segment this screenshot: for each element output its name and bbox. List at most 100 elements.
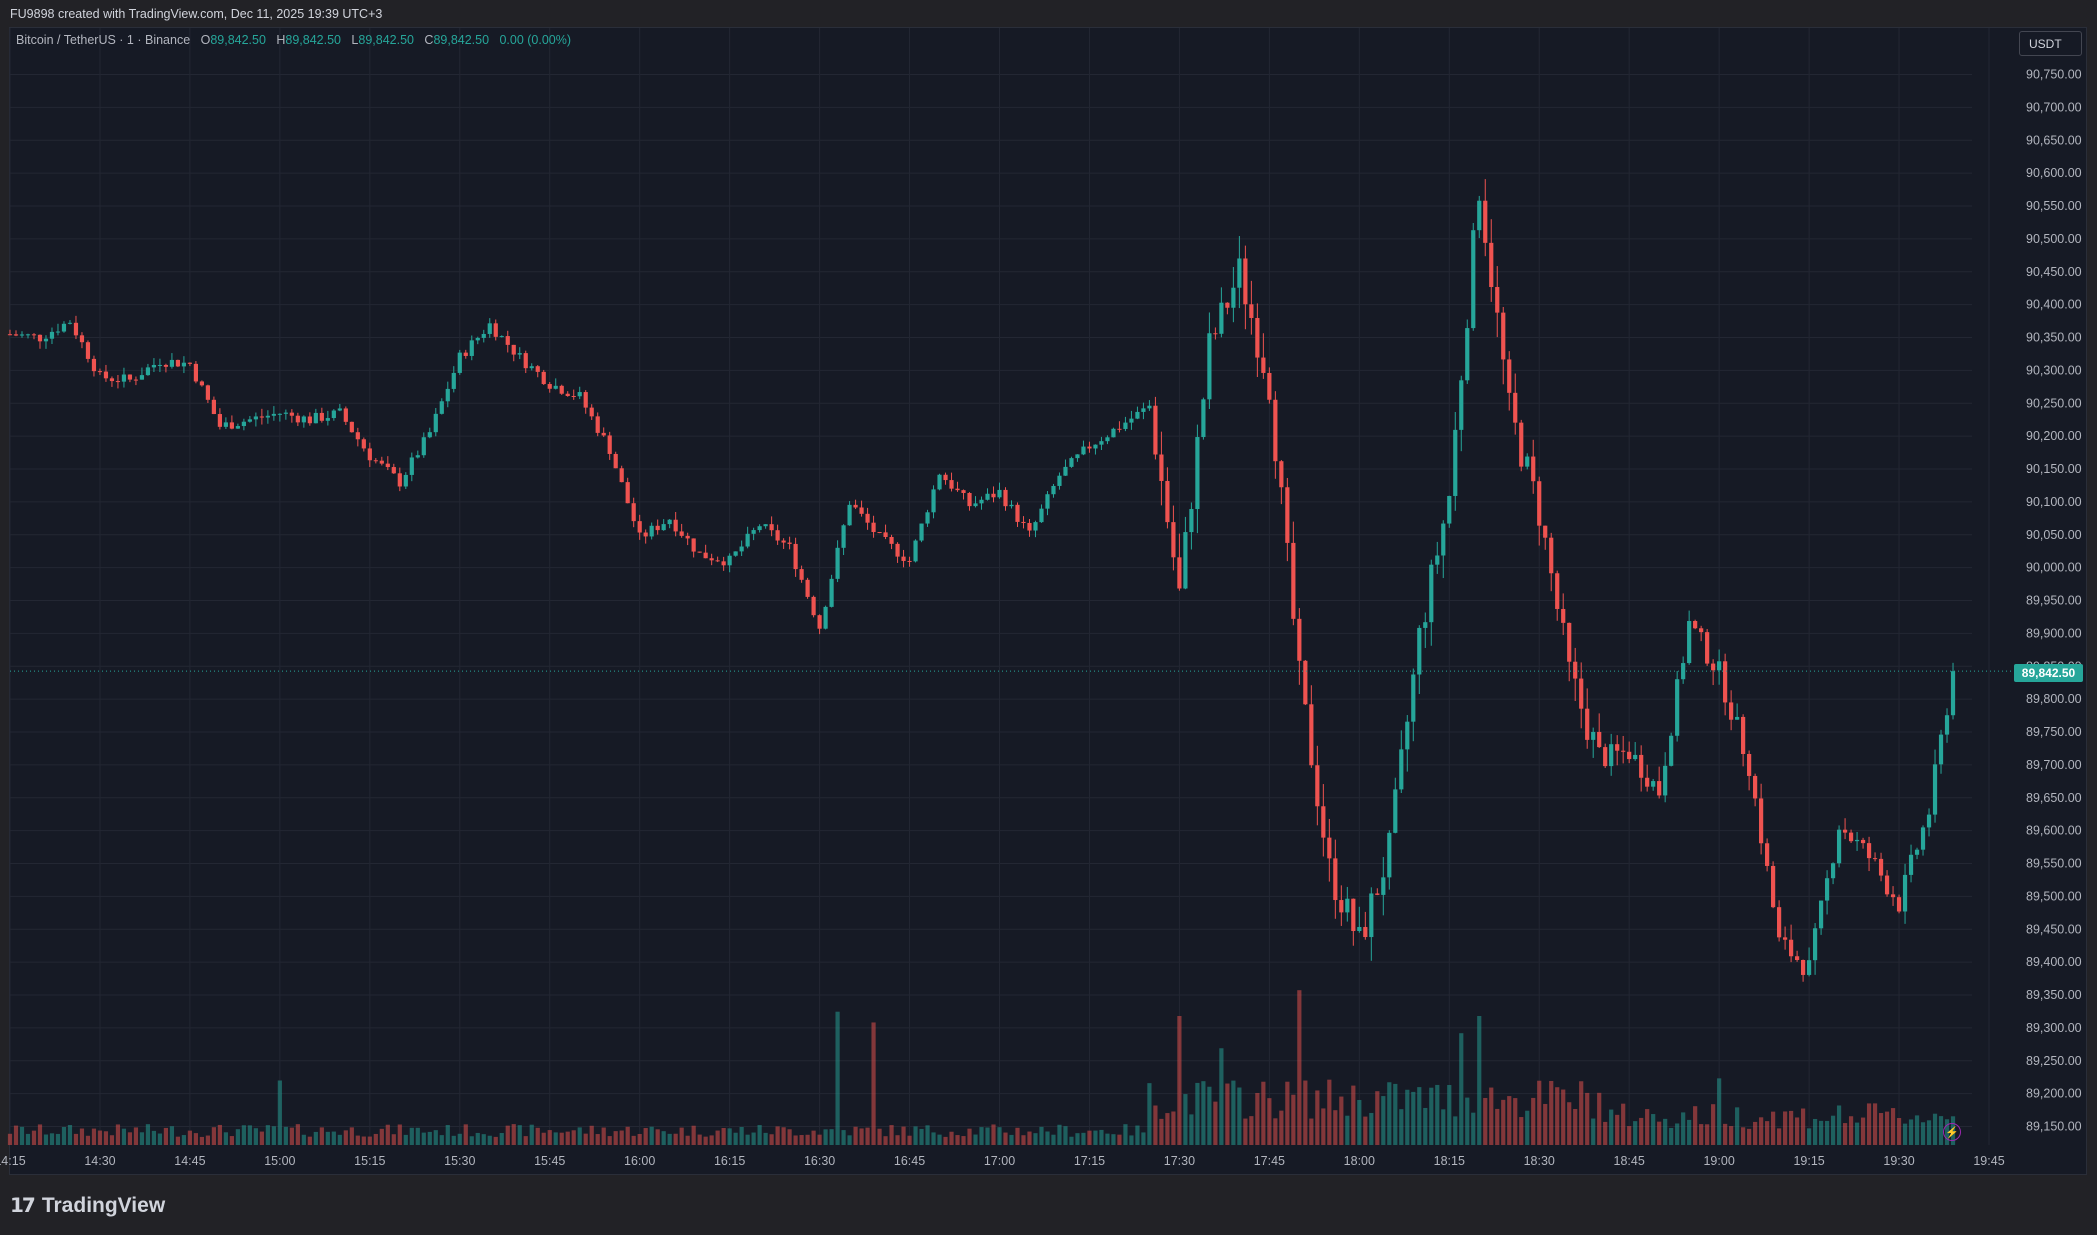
candle-body <box>505 336 510 345</box>
volume-bar <box>43 1134 49 1145</box>
volume-bar <box>1920 1122 1926 1145</box>
volume-bar <box>85 1135 91 1145</box>
candle-body <box>949 480 954 489</box>
volume-bar <box>1051 1134 1056 1145</box>
candle-body <box>679 531 684 536</box>
candle-body <box>1303 660 1308 705</box>
candle-body <box>1830 863 1836 879</box>
volume-bar <box>955 1135 960 1145</box>
candle-body <box>709 558 714 561</box>
x-tick-label: 14:15 <box>0 1154 26 1168</box>
candle-body <box>1914 849 1920 855</box>
candle-body <box>289 412 294 416</box>
candle-body <box>901 556 906 561</box>
footer-brand[interactable]: 𝟭𝟳 TradingView <box>10 1190 165 1222</box>
candle-body <box>643 532 648 537</box>
volume-bar <box>835 1011 840 1145</box>
x-tick-label: 16:15 <box>714 1154 745 1168</box>
volume-bar <box>589 1125 594 1145</box>
volume-bar <box>1573 1108 1578 1145</box>
candle-body <box>1147 405 1152 409</box>
candle-body <box>1021 521 1026 523</box>
volume-bar <box>1735 1107 1740 1145</box>
volume-bar <box>1309 1118 1314 1145</box>
candle-body <box>1908 854 1914 875</box>
volume-bar <box>481 1134 486 1145</box>
candle-body <box>613 453 618 469</box>
volume-bar <box>1591 1118 1596 1145</box>
candle-body <box>1141 408 1146 412</box>
volume-bar <box>1141 1132 1146 1145</box>
y-tick-label: 89,150.00 <box>2026 1120 2082 1134</box>
volume-bar <box>1759 1117 1764 1145</box>
volume-bar <box>1687 1119 1692 1145</box>
volume-bar <box>661 1131 666 1145</box>
candle-body <box>475 337 480 341</box>
y-tick-label: 90,200.00 <box>2026 429 2082 443</box>
brand-name: TradingView <box>41 1194 166 1217</box>
volume-bar <box>271 1126 276 1145</box>
bolt-icon[interactable]: ⚡ <box>1943 1123 1961 1141</box>
currency-selector[interactable]: USDT <box>2019 31 2082 56</box>
volume-bar <box>319 1127 324 1145</box>
volume-bar <box>1525 1110 1530 1145</box>
volume-bar <box>763 1132 768 1145</box>
volume-bar <box>1291 1094 1296 1145</box>
x-tick-label: 16:30 <box>804 1154 835 1168</box>
candle-body <box>979 499 984 504</box>
volume-bar <box>1884 1111 1890 1145</box>
volume-bar <box>1830 1115 1836 1145</box>
volume-bar <box>505 1125 510 1145</box>
volume-bar <box>1003 1132 1008 1145</box>
candle-body <box>253 416 258 420</box>
candle-body <box>775 530 780 541</box>
volume-bar <box>607 1136 612 1145</box>
volume-bar <box>1519 1117 1524 1145</box>
volume-bar <box>79 1128 85 1145</box>
candle-body <box>1153 405 1158 455</box>
volume-bar <box>1081 1132 1086 1145</box>
volume-bar <box>1555 1087 1560 1145</box>
time-axis[interactable]: 14:15 14:30 14:45 15:00 15:15 15:30 15:45 16:00… <box>0 1154 2005 1168</box>
x-tick-label: 16:45 <box>894 1154 925 1168</box>
symbol-name[interactable]: Bitcoin / TetherUS · 1 · Binance <box>16 33 191 47</box>
candle-body <box>1363 927 1368 938</box>
candle-body <box>403 474 408 487</box>
y-tick-label: 90,700.00 <box>2026 100 2082 114</box>
volume-bar <box>1585 1092 1590 1145</box>
candle-body <box>1105 437 1110 442</box>
candle-body <box>1249 304 1254 318</box>
candle-body <box>835 547 840 579</box>
candle-body <box>1453 429 1458 496</box>
volume-bar <box>1681 1112 1686 1145</box>
candle-body <box>1495 287 1500 313</box>
candle-body <box>457 352 462 373</box>
volume-bar <box>331 1131 336 1145</box>
volume-bar <box>1603 1121 1608 1145</box>
volume-bar <box>1249 1116 1254 1145</box>
candle-body <box>1842 829 1848 833</box>
volume-bar <box>1908 1119 1914 1145</box>
y-tick-label: 90,400.00 <box>2026 298 2082 312</box>
candle-body <box>1812 928 1818 961</box>
volume-bar <box>937 1134 942 1145</box>
candle-body <box>1747 754 1752 776</box>
volume-bar <box>1039 1126 1044 1145</box>
candle-body <box>667 519 672 525</box>
candle-body <box>727 555 732 566</box>
grid-lines <box>9 28 1990 1145</box>
candle-body <box>1944 715 1950 735</box>
volume-bar <box>553 1132 558 1145</box>
volume-bar <box>973 1134 978 1145</box>
price-axis[interactable]: 90,750.00 90,700.00 90,650.00 90,600.00 90,5… <box>2026 68 2082 1134</box>
candle-body <box>259 416 264 418</box>
y-tick-label: 89,550.00 <box>2026 857 2082 871</box>
candle-body <box>715 560 720 562</box>
candle-body <box>877 532 882 534</box>
candle-body <box>1129 418 1134 423</box>
candle-body <box>1693 620 1698 629</box>
volume-bar <box>1765 1121 1770 1145</box>
volume-bar <box>391 1134 396 1145</box>
candle-body <box>1777 907 1782 938</box>
